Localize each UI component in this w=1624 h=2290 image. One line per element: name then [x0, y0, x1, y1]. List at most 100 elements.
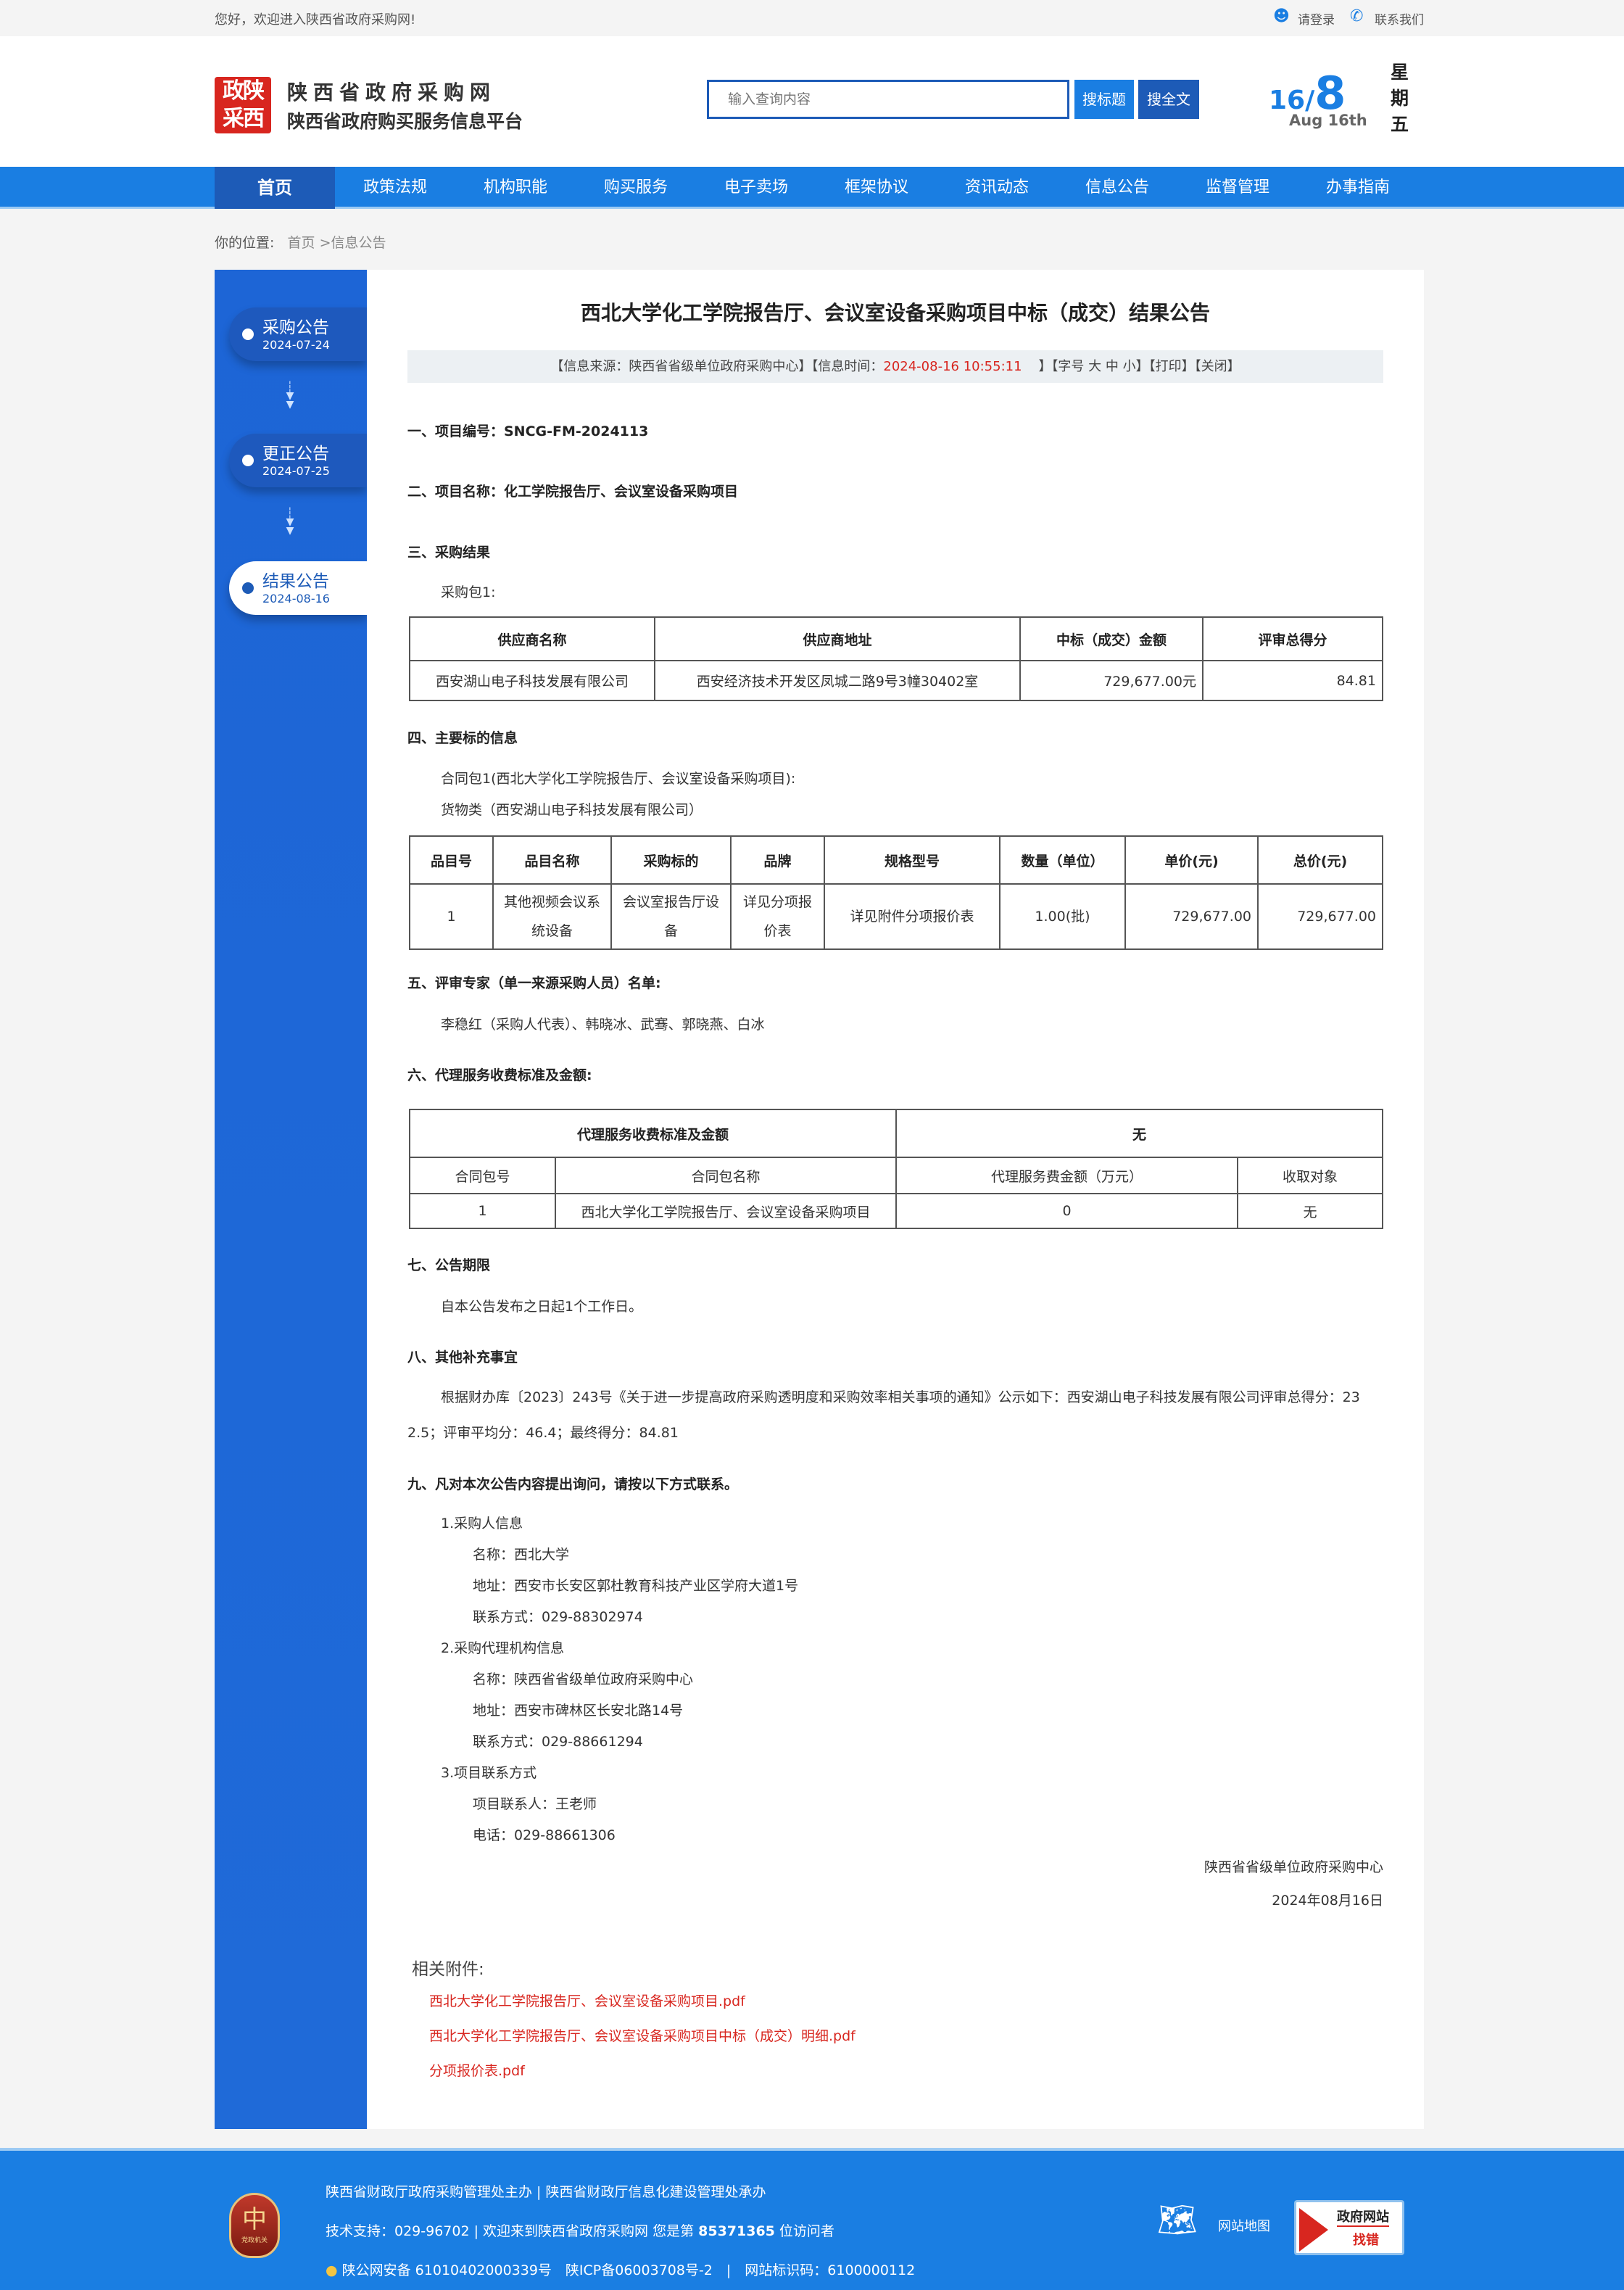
nav-framework[interactable]: 框架协议	[844, 178, 908, 197]
search-title-button[interactable]: 搜标题	[1074, 80, 1134, 119]
timeline-item-procurement[interactable]: 采购公告 2024-07-24	[229, 307, 367, 361]
gov-site-error-badge[interactable]: 政府网站 找错	[1294, 2200, 1404, 2255]
breadcrumb-current[interactable]: 信息公告	[331, 235, 386, 251]
contact-link[interactable]: 联系我们	[1375, 13, 1424, 28]
search-input[interactable]	[707, 80, 1069, 119]
attachment-link[interactable]: 西北大学化工学院报告厅、会议室设备采购项目.pdf	[429, 1993, 745, 2009]
arrow-down-icon: ┆ ▼ ▼	[286, 381, 294, 410]
th: 中标（成交）金额	[1019, 616, 1204, 661]
section-3: 三、采购结果	[407, 545, 491, 561]
attachment-link[interactable]: 分项报价表.pdf	[429, 2063, 525, 2079]
timeline-item-correction[interactable]: 更正公告 2024-07-25	[229, 434, 367, 487]
nav-e-mall[interactable]: 电子卖场	[724, 178, 788, 197]
th: 代理服务收费标准及金额	[409, 1109, 897, 1158]
td: 84.81	[1202, 660, 1383, 701]
th: 品目号	[409, 835, 494, 885]
th: 单价(元)	[1124, 835, 1259, 885]
contact-heading: 2.采购代理机构信息	[441, 1640, 565, 1656]
nav-policy[interactable]: 政策法规	[362, 178, 427, 197]
magnifier-icon	[1299, 2208, 1328, 2252]
package-label: 采购包1:	[441, 584, 496, 600]
result-table: 供应商名称 供应商地址 中标（成交）金额 评审总得分 西安湖山电子科技发展有限公司 西安…	[409, 616, 1383, 701]
footer-record: ● 陕公网安备 61010402000339号 陕ICP备06003708号-2…	[326, 2262, 916, 2278]
nav-news[interactable]: 资讯动态	[964, 178, 1029, 197]
nav-home[interactable]: 首页	[215, 167, 335, 209]
signature-date: 2024年08月16日	[1272, 1893, 1383, 1909]
weekday: 星期五	[1391, 62, 1409, 135]
timeline-title: 更正公告	[262, 445, 329, 463]
login-link[interactable]: 请登录	[1298, 13, 1335, 28]
td: 代理服务费金额（万元）	[895, 1157, 1238, 1194]
breadcrumb: 你的位置: 首页 >信息公告	[215, 232, 386, 252]
td: 收取对象	[1237, 1157, 1383, 1194]
contact-line: 项目联系人：王老师	[473, 1796, 597, 1812]
section-1: 一、项目编号：SNCG-FM-2024113	[407, 423, 649, 439]
nav-announcements[interactable]: 信息公告	[1085, 178, 1149, 197]
contract-label: 合同包1(西北大学化工学院报告厅、会议室设备采购项目):	[441, 771, 796, 787]
sitemap-link[interactable]: 网站地图	[1218, 2219, 1270, 2234]
attachments-label: 相关附件:	[412, 1960, 484, 1979]
td: 详见分项报价表	[730, 883, 825, 950]
close-button[interactable]: 【关闭】	[1194, 359, 1240, 374]
info-bar: 【信息来源：陕西省省级单位政府采购中心】【信息时间：2024-08-16 10:…	[407, 350, 1383, 383]
td: 会议室报告厅设备	[610, 883, 732, 950]
map-icon[interactable]: 🗺	[1157, 2202, 1198, 2239]
section-6: 六、代理服务收费标准及金额:	[407, 1067, 592, 1083]
dot-icon	[242, 455, 254, 466]
breadcrumb-home[interactable]: 首页	[287, 235, 315, 251]
td: 729,677.00	[1124, 883, 1259, 950]
td: 合同包名称	[555, 1157, 897, 1194]
font-size-control[interactable]: 】【字号 大 中 小】	[1038, 359, 1149, 374]
search-fulltext-button[interactable]: 搜全文	[1138, 80, 1199, 119]
police-badge-icon: ●	[326, 2262, 338, 2278]
experts-list: 李稳红（采购人代表）、韩晓冰、武骞、郭晓燕、白冰	[441, 1017, 765, 1033]
contact-line: 名称：西北大学	[473, 1547, 570, 1563]
site-name: 陕西省政府采购网	[287, 80, 497, 104]
site-logo[interactable]: 政陕 采西	[215, 77, 271, 133]
contact-line: 名称：陕西省省级单位政府采购中心	[473, 1671, 694, 1687]
table-row: 1 其他视频会议系统设备 会议室报告厅设备 详见分项报价表 详见附件分项报价表 1.00(…	[409, 883, 1383, 950]
nav-supervision[interactable]: 监督管理	[1205, 178, 1269, 197]
nav-purchase-service[interactable]: 购买服务	[603, 178, 668, 197]
section-4: 四、主要标的信息	[407, 730, 518, 746]
td: 无	[1237, 1193, 1383, 1229]
th: 品目名称	[492, 835, 612, 885]
signature-org: 陕西省省级单位政府采购中心	[1204, 1859, 1383, 1875]
contact-line: 联系方式：029-88661294	[473, 1734, 643, 1750]
th: 规格型号	[824, 835, 1000, 885]
welcome-text: 您好，欢迎进入陕西省政府采购网!	[215, 12, 416, 28]
arrow-down-icon: ┆ ▼ ▼	[286, 508, 294, 537]
badge-bottom: 找错	[1353, 2233, 1379, 2248]
timeline-item-result[interactable]: 结果公告 2024-08-16	[229, 561, 367, 615]
dot-icon	[242, 328, 254, 340]
td: 西北大学化工学院报告厅、会议室设备采购项目	[555, 1193, 897, 1229]
print-button[interactable]: 【打印】	[1148, 359, 1195, 374]
nav-guide[interactable]: 办事指南	[1325, 178, 1390, 197]
timeline-date: 2024-07-25	[262, 464, 330, 478]
nav-institutions[interactable]: 机构职能	[483, 178, 547, 197]
td: 1	[409, 1193, 556, 1229]
date-display: 16/8	[1269, 67, 1346, 120]
breadcrumb-label: 你的位置:	[215, 235, 275, 251]
section-7: 七、公告期限	[407, 1257, 491, 1273]
td: 其他视频会议系统设备	[492, 883, 612, 950]
th: 评审总得分	[1202, 616, 1383, 661]
timeline-title: 结果公告	[262, 572, 329, 591]
timeline-date: 2024-07-24	[262, 338, 330, 352]
td: 合同包号	[409, 1157, 556, 1194]
th: 品牌	[730, 835, 825, 885]
breadcrumb-sep: >	[319, 235, 331, 251]
attachment-link[interactable]: 西北大学化工学院报告厅、会议室设备采购项目中标（成交）明细.pdf	[429, 2028, 856, 2044]
party-gov-emblem[interactable]: 中党政机关	[229, 2193, 280, 2258]
top-bar: 您好，欢迎进入陕西省政府采购网! ☻ 请登录 ✆ 联系我们	[0, 0, 1624, 36]
article-title: 西北大学化工学院报告厅、会议室设备采购项目中标（成交）结果公告	[580, 301, 1210, 325]
td: 西安湖山电子科技发展有限公司	[409, 660, 655, 701]
td: 729,677.00元	[1019, 660, 1204, 701]
th: 无	[895, 1109, 1383, 1158]
contact-line: 地址：西安市长安区郭杜教育科技产业区学府大道1号	[473, 1578, 799, 1594]
contact-line: 地址：西安市碑林区长安北路14号	[473, 1703, 684, 1719]
article: 西北大学化工学院报告厅、会议室设备采购项目中标（成交）结果公告 【信息来源：陕西…	[367, 270, 1424, 2129]
contact-line: 电话：029-88661306	[473, 1827, 616, 1843]
